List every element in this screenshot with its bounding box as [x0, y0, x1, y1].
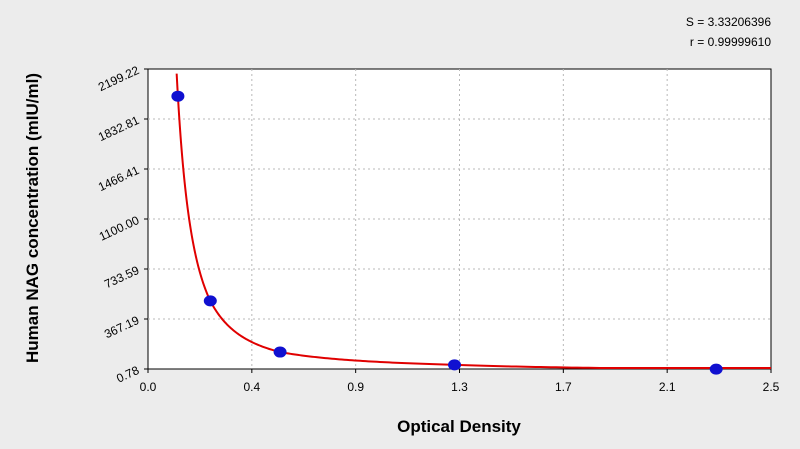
x-tick-label: 2.1 — [659, 380, 676, 394]
y-tick-label: 2199.22 — [96, 63, 142, 94]
y-axis-title: Human NAG concentration (mIU/ml) — [23, 73, 42, 363]
y-tick-label: 1832.81 — [96, 113, 142, 144]
y-tick-label: 1466.41 — [96, 163, 142, 194]
data-point — [448, 359, 462, 371]
y-axis-ticks: 0.78 367.19 733.59 1100.00 1466.41 1832.81 219… — [96, 63, 148, 386]
r-statistic: r = 0.99999610 — [690, 35, 771, 49]
x-axis-ticks: 0.0 0.4 0.9 1.3 1.7 2.1 2.5 — [140, 369, 780, 394]
y-tick-label: 0.78 — [114, 363, 141, 386]
grid — [148, 69, 771, 369]
data-point — [203, 295, 217, 307]
x-tick-label: 1.7 — [555, 380, 572, 394]
data-point — [709, 363, 723, 375]
x-tick-label: 0.4 — [243, 380, 260, 394]
x-tick-label: 1.3 — [451, 380, 468, 394]
data-point — [273, 346, 287, 358]
x-tick-label: 2.5 — [763, 380, 780, 394]
data-points — [171, 90, 723, 375]
x-tick-label: 0.0 — [140, 380, 157, 394]
data-point — [171, 90, 185, 102]
y-tick-label: 733.59 — [102, 263, 141, 291]
y-tick-label: 367.19 — [102, 313, 141, 341]
x-tick-label: 0.9 — [347, 380, 364, 394]
s-statistic: S = 3.33206396 — [686, 15, 771, 29]
y-tick-label: 1100.00 — [97, 213, 142, 244]
x-axis-title: Optical Density — [397, 417, 521, 436]
